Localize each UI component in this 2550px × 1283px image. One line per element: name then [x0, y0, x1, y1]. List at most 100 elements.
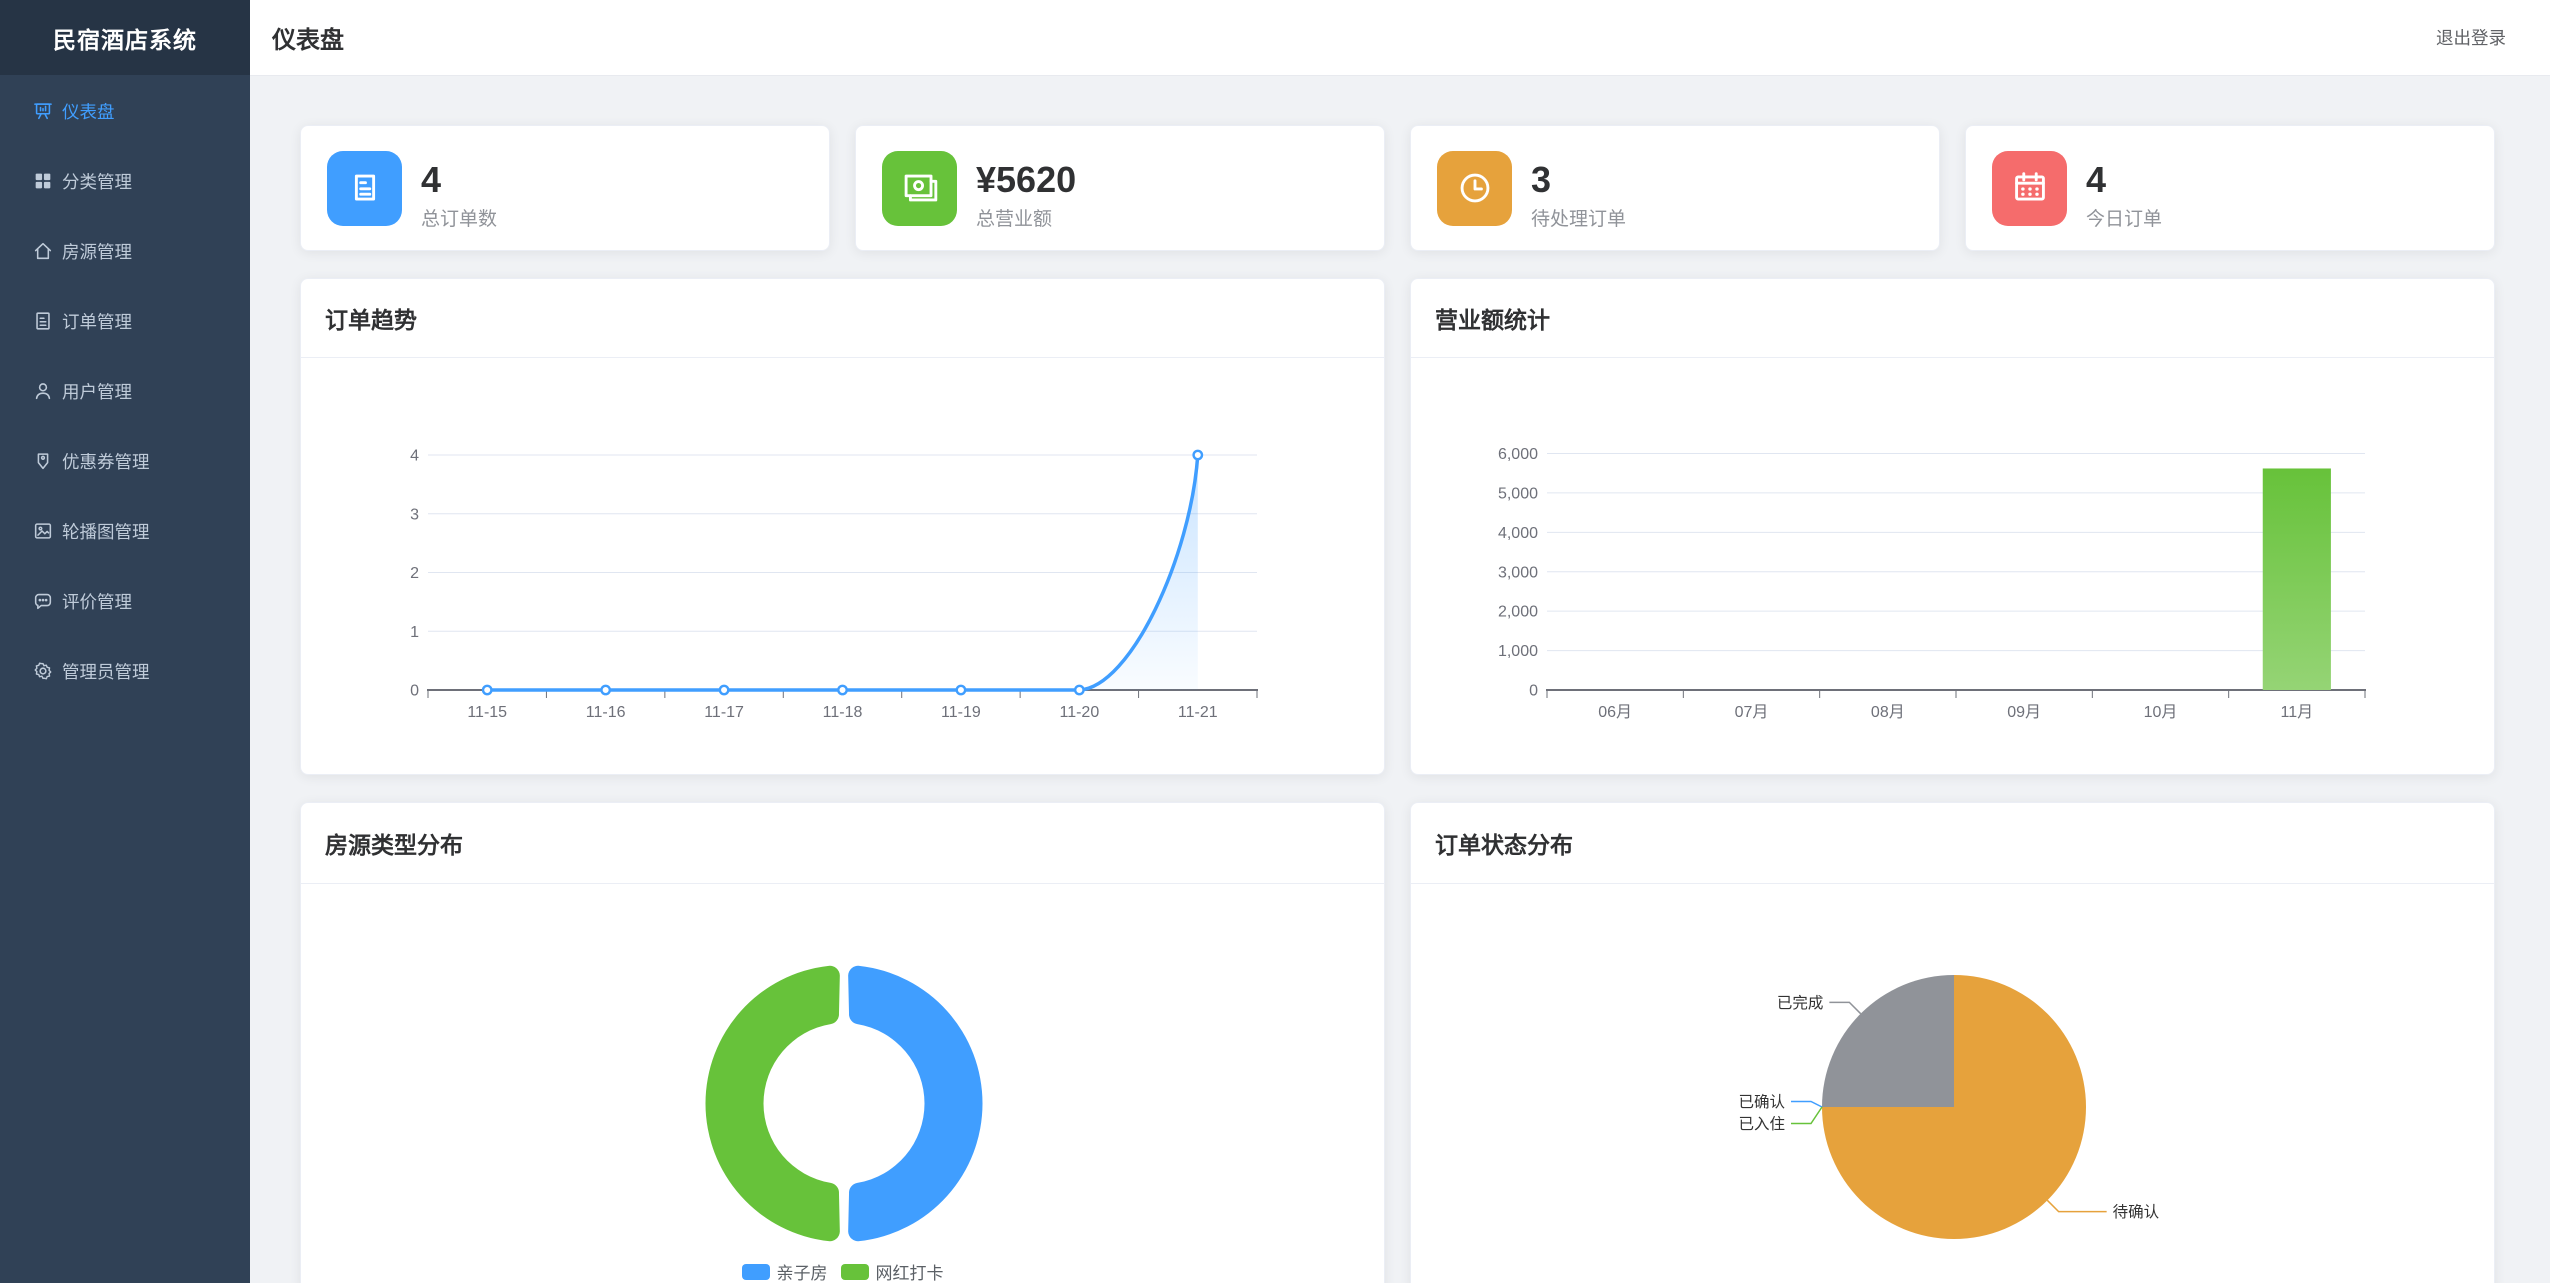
- legend-label: 亲子房: [776, 1264, 828, 1283]
- svg-text:1,000: 1,000: [1498, 643, 1538, 660]
- stat-card-today-orders: 4 今日订单: [1965, 125, 2495, 251]
- page-title: 仪表盘: [272, 27, 344, 54]
- svg-text:已完成: 已完成: [1777, 994, 1824, 1012]
- sidebar-item-label: 用户管理: [62, 381, 132, 402]
- category-icon: [32, 170, 54, 192]
- stat-row: 4 总订单数 ¥5620 总营业额 3 待处理订单: [300, 125, 2550, 251]
- money-icon: [882, 150, 957, 226]
- sidebar-item-house[interactable]: 房源管理: [0, 216, 250, 286]
- stat-text: 4 今日订单: [2086, 160, 2162, 231]
- dashboard-icon: [32, 100, 54, 122]
- clock-icon: [1437, 150, 1512, 226]
- admin-icon: [32, 660, 54, 682]
- svg-text:07月: 07月: [1735, 704, 1769, 721]
- svg-text:11-21: 11-21: [1178, 704, 1218, 721]
- stat-label: 总营业额: [976, 209, 1053, 230]
- stat-value: 4: [2086, 159, 2107, 200]
- sidebar-item-label: 管理员管理: [62, 661, 150, 682]
- svg-text:11-19: 11-19: [941, 704, 981, 721]
- svg-text:11月: 11月: [2281, 704, 2314, 721]
- stat-value: 3: [1531, 159, 1552, 200]
- sidebar-item-label: 订单管理: [62, 311, 132, 332]
- svg-text:已入住: 已入住: [1738, 1115, 1785, 1133]
- revenue-stats-card: 营业额统计 0 1,000 2,000 3,000 4,000 5,000 6,000 06月…: [1410, 278, 2495, 775]
- banner-icon: [32, 520, 54, 542]
- svg-text:3,000: 3,000: [1498, 564, 1538, 581]
- chart-title: 营业额统计: [1435, 307, 1550, 333]
- stat-text: ¥5620 总营业额: [976, 160, 1076, 231]
- sidebar-item-admin[interactable]: 管理员管理: [0, 636, 250, 706]
- stat-card-total-orders: 4 总订单数: [300, 125, 830, 251]
- svg-text:已确认: 已确认: [1738, 1093, 1785, 1111]
- sidebar-menu: 仪表盘 分类管理 房源管理 订单管理 用户管理: [0, 75, 250, 706]
- revenue-stats-chart[interactable]: 0 1,000 2,000 3,000 4,000 5,000 6,000 06月 07月 08月…: [1411, 358, 2494, 774]
- stat-text: 3 待处理订单: [1531, 160, 1626, 231]
- svg-text:1: 1: [410, 624, 419, 641]
- legend-item-influencer-room[interactable]: 网红打卡: [840, 1259, 944, 1283]
- svg-text:4,000: 4,000: [1498, 525, 1538, 542]
- svg-text:2: 2: [410, 565, 419, 582]
- legend-item-family-room[interactable]: 亲子房: [741, 1259, 828, 1283]
- svg-text:待确认: 待确认: [2113, 1203, 2160, 1221]
- chart-header: 营业额统计: [1411, 279, 2494, 358]
- svg-text:0: 0: [410, 683, 419, 700]
- svg-text:10月: 10月: [2144, 704, 2178, 721]
- main-content: 4 总订单数 ¥5620 总营业额 3 待处理订单: [250, 76, 2550, 1283]
- sidebar-item-label: 优惠券管理: [62, 451, 150, 472]
- svg-text:11-18: 11-18: [823, 704, 863, 721]
- chart-row-2: 房源类型分布 亲子房 网红打卡 订单状态分布: [300, 802, 2550, 1283]
- sidebar-item-label: 轮播图管理: [62, 521, 150, 542]
- svg-text:11-15: 11-15: [467, 704, 507, 721]
- logout-button[interactable]: 退出登录: [2436, 28, 2506, 48]
- svg-text:11-17: 11-17: [704, 704, 744, 721]
- sidebar-item-review[interactable]: 评价管理: [0, 566, 250, 636]
- chart-header: 房源类型分布: [301, 803, 1384, 884]
- sidebar-item-order[interactable]: 订单管理: [0, 286, 250, 356]
- sidebar-item-coupon[interactable]: 优惠券管理: [0, 426, 250, 496]
- house-type-chart[interactable]: 亲子房 网红打卡: [301, 884, 1384, 1283]
- stat-value: ¥5620: [976, 159, 1077, 200]
- stat-label: 总订单数: [421, 209, 498, 230]
- chart-header: 订单趋势: [301, 279, 1384, 358]
- chart-title: 房源类型分布: [325, 832, 463, 858]
- chart-title: 订单趋势: [325, 307, 417, 333]
- order-status-card: 订单状态分布 待确认 已确认已入住 已完成: [1410, 802, 2495, 1283]
- svg-text:5,000: 5,000: [1498, 485, 1538, 502]
- sidebar-item-label: 分类管理: [62, 171, 132, 192]
- legend-label: 网红打卡: [875, 1264, 944, 1283]
- sidebar-item-banner[interactable]: 轮播图管理: [0, 496, 250, 566]
- stat-card-pending-orders: 3 待处理订单: [1410, 125, 1940, 251]
- app-logo: 民宿酒店系统: [0, 0, 250, 75]
- stat-label: 今日订单: [2086, 209, 2163, 230]
- svg-text:06月: 06月: [1598, 704, 1632, 721]
- calendar-icon: [1992, 150, 2067, 226]
- svg-text:11-16: 11-16: [586, 704, 626, 721]
- house-icon: [32, 240, 54, 262]
- legend-swatch: [840, 1263, 869, 1280]
- order-trend-chart[interactable]: 0 1 2 3 4 11-15 11-16 11-17 11-18 11-19 11-20 11-21: [301, 358, 1384, 774]
- order-trend-card: 订单趋势 0 1 2 3 4 11-15 11-16 11-17 11-18 11-19 11-20…: [300, 278, 1385, 775]
- sidebar-item-category[interactable]: 分类管理: [0, 146, 250, 216]
- chart-row-1: 订单趋势 0 1 2 3 4 11-15 11-16 11-17 11-18 11-19 11-20…: [300, 278, 2550, 775]
- sidebar-item-dashboard[interactable]: 仪表盘: [0, 76, 250, 146]
- stat-label: 待处理订单: [1531, 209, 1627, 230]
- svg-text:4: 4: [410, 448, 419, 465]
- svg-text:08月: 08月: [1871, 704, 1905, 721]
- order-status-chart[interactable]: 待确认 已确认已入住 已完成: [1411, 884, 2494, 1283]
- review-icon: [32, 590, 54, 612]
- svg-text:2,000: 2,000: [1498, 604, 1538, 621]
- user-icon: [32, 380, 54, 402]
- house-type-card: 房源类型分布 亲子房 网红打卡: [300, 802, 1385, 1283]
- stat-value: 4: [421, 159, 442, 200]
- chart-legend: 亲子房 网红打卡: [301, 1259, 1384, 1283]
- sidebar-item-label: 房源管理: [62, 241, 132, 262]
- sidebar-item-label: 仪表盘: [62, 101, 115, 122]
- chart-title: 订单状态分布: [1435, 832, 1573, 858]
- svg-text:0: 0: [1529, 683, 1538, 700]
- header: 仪表盘 退出登录: [250, 0, 2550, 76]
- svg-text:11-20: 11-20: [1059, 704, 1099, 721]
- order-icon: [32, 310, 54, 332]
- stat-text: 4 总订单数: [421, 160, 497, 231]
- sidebar: 民宿酒店系统 仪表盘 分类管理 房源管理 订单管理: [0, 0, 250, 1283]
- sidebar-item-user[interactable]: 用户管理: [0, 356, 250, 426]
